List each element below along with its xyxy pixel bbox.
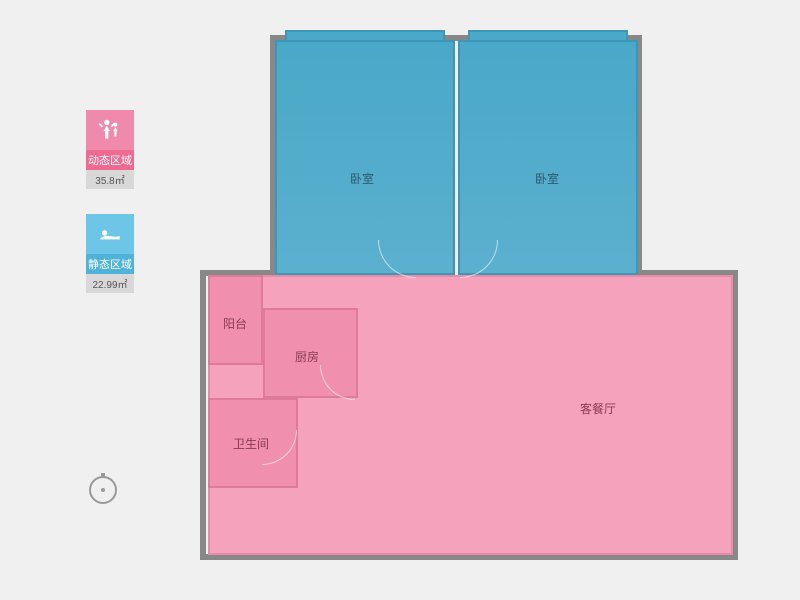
label-living-dining: 客餐厅: [580, 400, 616, 417]
bay-window: [468, 30, 628, 42]
label-balcony: 阳台: [223, 315, 247, 332]
legend-panel: 动态区域 35.8㎡ 静态区域 22.99㎡: [75, 110, 145, 318]
compass-icon: [85, 470, 121, 511]
legend-dynamic-title: 动态区域: [86, 150, 134, 170]
sleep-icon: [86, 214, 134, 254]
legend-static: 静态区域 22.99㎡: [75, 214, 145, 293]
label-bedroom-left: 卧室: [350, 170, 374, 187]
legend-dynamic-value: 35.8㎡: [86, 170, 134, 189]
legend-static-title: 静态区域: [86, 254, 134, 274]
wall: [200, 270, 206, 560]
label-kitchen: 厨房: [295, 348, 319, 365]
floorplan: 卧室 卧室 客餐厅 阳台 厨房 卫生间: [200, 30, 740, 560]
legend-static-value: 22.99㎡: [86, 274, 134, 293]
bay-window: [285, 30, 445, 42]
people-icon: [86, 110, 134, 150]
legend-dynamic: 动态区域 35.8㎡: [75, 110, 145, 189]
label-bathroom: 卫生间: [233, 435, 269, 452]
room-bedroom-left: [275, 40, 455, 275]
label-bedroom-right: 卧室: [535, 170, 559, 187]
